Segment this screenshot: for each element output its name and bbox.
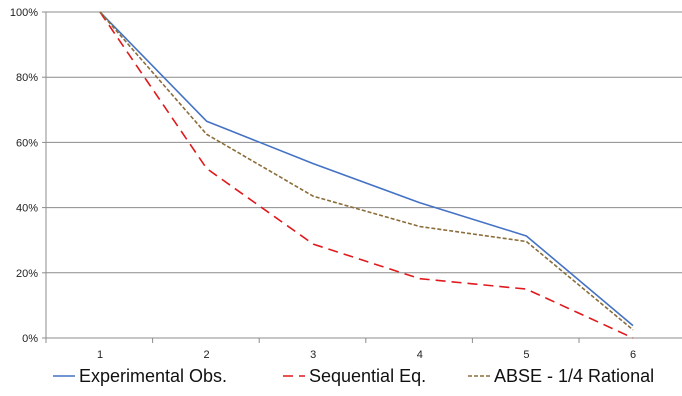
series-lines xyxy=(99,11,634,339)
x-tick-label: 4 xyxy=(417,349,423,361)
series-line-0 xyxy=(99,11,634,327)
series-line-1 xyxy=(99,11,634,339)
y-tick-label: 40% xyxy=(16,203,38,215)
y-tick-label: 0% xyxy=(22,333,38,345)
legend-label-2: ABSE - 1/4 Rational xyxy=(494,366,654,386)
y-tick-label: 100% xyxy=(10,7,38,19)
legend-label-0: Experimental Obs. xyxy=(79,366,227,386)
y-tick-label: 60% xyxy=(16,137,38,149)
x-tick-label: 2 xyxy=(204,349,210,361)
y-tick-label: 20% xyxy=(16,268,38,280)
gridlines xyxy=(46,11,682,274)
legend: Experimental Obs. Sequential Eq. ABSE - 1/… xyxy=(53,366,654,386)
x-tick-label: 6 xyxy=(630,349,636,361)
legend-label-1: Sequential Eq. xyxy=(309,366,426,386)
y-tick-label: 80% xyxy=(16,72,38,84)
axes: 0% 20% 40% 60% 80% 100% 1 2 3 4 5 6 xyxy=(10,7,682,361)
x-tick-label: 1 xyxy=(97,349,103,361)
series-line-2 xyxy=(99,11,634,331)
x-tick-label: 5 xyxy=(523,349,529,361)
x-tick-label: 3 xyxy=(310,349,316,361)
